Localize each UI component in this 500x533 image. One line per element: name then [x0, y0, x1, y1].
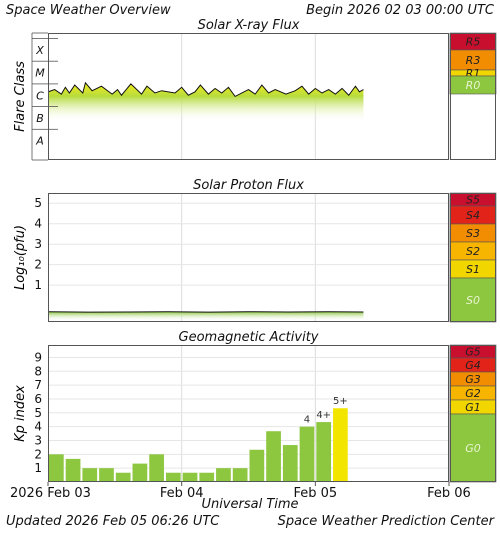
kp-y-tick-label: 9: [34, 350, 42, 364]
kp-y-tick-label: 6: [34, 392, 42, 406]
updated-value: 2026 Feb 05 06:26 UTC: [65, 514, 220, 529]
proton-y-tick-label: 2: [34, 258, 42, 272]
kp-bar: [266, 431, 281, 482]
kp-bar: [99, 468, 114, 482]
xray-class-label-a: A: [35, 135, 44, 148]
x-axis-label: Universal Time: [201, 497, 299, 512]
kp-bar: [149, 454, 164, 482]
kp-title: Geomagnetic Activity: [179, 330, 319, 345]
geomag-scale-label-g4: G4: [465, 359, 481, 372]
srad-scale-label-s1: S1: [466, 263, 480, 276]
kp-bar: [132, 463, 148, 482]
kp-bar: [49, 454, 64, 482]
geomag-scale-label-g0: G0: [465, 442, 481, 455]
kp-bar: [299, 426, 315, 482]
proton-y-tick-label: 4: [34, 217, 42, 231]
geomag-scale-g0: [449, 413, 497, 483]
kp-bar: [82, 468, 98, 482]
page-title: Space Weather Overview: [6, 3, 171, 18]
radio-scale-border: [450, 33, 496, 160]
begin-value: 2026 02 03 00:00 UTC: [347, 3, 494, 18]
srad-scale-label-s4: S4: [466, 209, 480, 222]
begin-label: Begin: [306, 3, 344, 18]
xray-class-label-m: M: [35, 67, 45, 80]
kp-y-tick-label: 4: [34, 420, 42, 434]
xray-plot-border: [48, 33, 449, 160]
kp-y-tick-label: 1: [34, 461, 42, 475]
kp-plot-area: [48, 345, 449, 482]
kp-y-tick-label: 8: [34, 364, 42, 378]
kp-bar: [65, 458, 81, 482]
kp-plot-border: [48, 345, 449, 482]
kp-bar-label: 4: [304, 415, 310, 426]
xray-flux-line: [47, 81, 364, 98]
begin-time: Begin 2026 02 03 00:00 UTC: [306, 3, 494, 18]
proton-flux-area: [48, 311, 364, 320]
kp-bar: [282, 445, 298, 482]
x-axis-tick-label: Feb 04: [160, 486, 204, 501]
xray-title: Solar X-ray Flux: [198, 18, 300, 33]
radio-scale-label-r0: R0: [466, 79, 481, 92]
radio-scale-label-r3: R3: [466, 54, 481, 67]
x-axis-tick-label: Feb 05: [293, 486, 337, 501]
updated-time: Updated 2026 Feb 05 06:26 UTC: [6, 514, 219, 529]
xray-class-label-c: C: [36, 89, 44, 102]
geomag-scale-label-g1: G1: [465, 401, 481, 414]
geomag-scale-border: [450, 345, 496, 482]
srad-scale-border: [450, 193, 496, 322]
geomag-scale-label-g3: G3: [465, 373, 481, 386]
xray-y-axis-label: Flare Class: [13, 61, 28, 132]
proton-y-tick-label: 1: [34, 278, 42, 292]
kp-y-axis-label: Kp index: [13, 385, 28, 442]
proton-y-tick-label: 3: [34, 237, 42, 251]
xray-class-label-b: B: [36, 112, 44, 125]
geomag-scale-label-g2: G2: [465, 387, 481, 400]
kp-bar: [333, 408, 348, 482]
proton-title: Solar Proton Flux: [193, 178, 304, 193]
kp-bar-label: 4+: [316, 410, 331, 421]
updated-label: Updated: [6, 514, 62, 529]
xray-flux-area: [48, 82, 364, 122]
proton-plot-border: [48, 193, 449, 322]
x-axis-tick-label: 2026 Feb 03: [10, 486, 91, 501]
kp-y-tick-label: 2: [34, 447, 42, 461]
srad-scale-label-s3: S3: [466, 227, 480, 240]
srad-scale-label-s2: S2: [466, 245, 480, 258]
kp-bar: [232, 468, 248, 482]
source-credit: Space Weather Prediction Center: [277, 514, 494, 529]
srad-scale-label-s0: S0: [466, 294, 480, 307]
x-axis-tick-label: Feb 06: [427, 486, 471, 501]
srad-scale-label-s5: S5: [466, 194, 480, 207]
kp-bar: [182, 472, 198, 482]
kp-bar: [216, 468, 231, 482]
radio-scale-label-r5: R5: [466, 36, 481, 49]
kp-bar: [115, 472, 131, 482]
kp-bar: [199, 472, 215, 482]
kp-bar: [316, 422, 332, 482]
kp-y-tick-label: 5: [34, 406, 42, 420]
proton-y-tick-label: 5: [34, 196, 42, 210]
kp-y-tick-label: 3: [34, 433, 42, 447]
kp-bar: [249, 449, 265, 482]
proton-y-axis-label: Log₁₀(pfu): [13, 225, 28, 290]
kp-bar: [165, 472, 181, 482]
xray-class-label-x: X: [35, 44, 44, 57]
geomag-scale-label-g5: G5: [465, 346, 481, 359]
proton-plot-area: [48, 193, 449, 322]
kp-bar-label: 5+: [333, 396, 348, 407]
kp-y-tick-label: 7: [34, 378, 42, 392]
